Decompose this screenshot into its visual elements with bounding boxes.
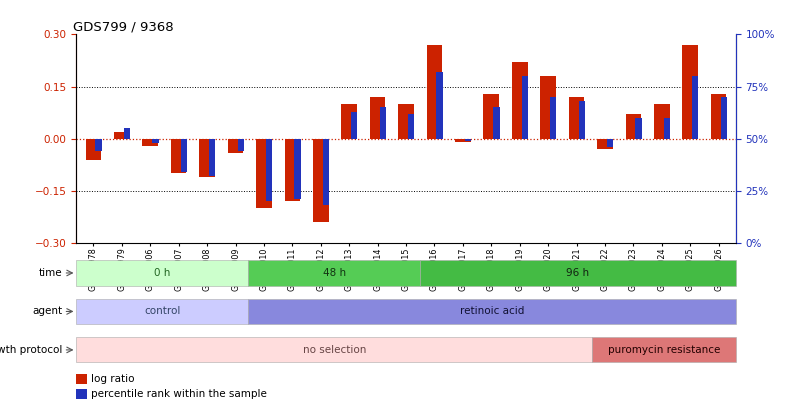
Bar <box>606 139 613 147</box>
Bar <box>152 139 158 143</box>
Bar <box>237 139 243 151</box>
Bar <box>256 139 271 208</box>
Bar <box>521 76 528 139</box>
Bar <box>351 112 357 139</box>
Bar <box>454 139 470 142</box>
Text: percentile rank within the sample: percentile rank within the sample <box>91 389 267 399</box>
Bar <box>464 139 471 141</box>
Bar <box>436 72 442 139</box>
Bar <box>691 76 698 139</box>
Bar <box>578 101 584 139</box>
Bar <box>512 62 527 139</box>
Text: GDS799 / 9368: GDS799 / 9368 <box>73 20 173 33</box>
Bar <box>719 97 726 139</box>
Bar <box>227 139 243 153</box>
Text: no selection: no selection <box>302 345 365 355</box>
Bar <box>199 139 214 177</box>
Bar <box>625 114 640 139</box>
Bar <box>549 97 556 139</box>
Bar <box>420 260 735 286</box>
Bar <box>312 139 328 222</box>
Bar <box>710 94 726 139</box>
Bar <box>171 139 186 173</box>
Bar <box>397 104 414 139</box>
Bar <box>85 139 101 160</box>
Bar <box>426 45 442 139</box>
Bar <box>76 299 248 324</box>
Bar <box>124 128 130 139</box>
Text: retinoic acid: retinoic acid <box>459 307 524 316</box>
Bar <box>682 45 697 139</box>
Bar <box>142 139 158 146</box>
Text: control: control <box>144 307 181 316</box>
Bar <box>663 118 669 139</box>
Bar <box>76 337 592 362</box>
Text: puromycin resistance: puromycin resistance <box>607 345 719 355</box>
Bar <box>379 107 385 139</box>
Bar <box>341 104 357 139</box>
Bar <box>294 139 300 199</box>
Text: 96 h: 96 h <box>566 268 589 278</box>
Bar <box>76 260 248 286</box>
Bar <box>209 139 215 176</box>
Bar <box>76 374 87 384</box>
Text: log ratio: log ratio <box>91 374 134 384</box>
Text: 48 h: 48 h <box>322 268 345 278</box>
Bar <box>634 118 641 139</box>
Bar <box>76 389 87 399</box>
Bar <box>284 139 300 201</box>
Bar <box>493 107 499 139</box>
Bar <box>540 76 555 139</box>
Bar <box>369 97 385 139</box>
Bar <box>114 132 129 139</box>
Bar <box>322 139 328 205</box>
Bar <box>597 139 612 149</box>
Text: time: time <box>39 268 62 278</box>
Bar <box>568 97 584 139</box>
Text: 0 h: 0 h <box>154 268 170 278</box>
Bar <box>266 139 272 201</box>
Bar <box>653 104 669 139</box>
Text: agent: agent <box>32 307 62 316</box>
Bar <box>96 139 101 151</box>
Bar <box>248 299 735 324</box>
Bar <box>483 94 499 139</box>
Bar <box>407 114 414 139</box>
Text: growth protocol: growth protocol <box>0 345 62 355</box>
Bar <box>248 260 420 286</box>
Bar <box>181 139 186 172</box>
Bar <box>592 337 735 362</box>
